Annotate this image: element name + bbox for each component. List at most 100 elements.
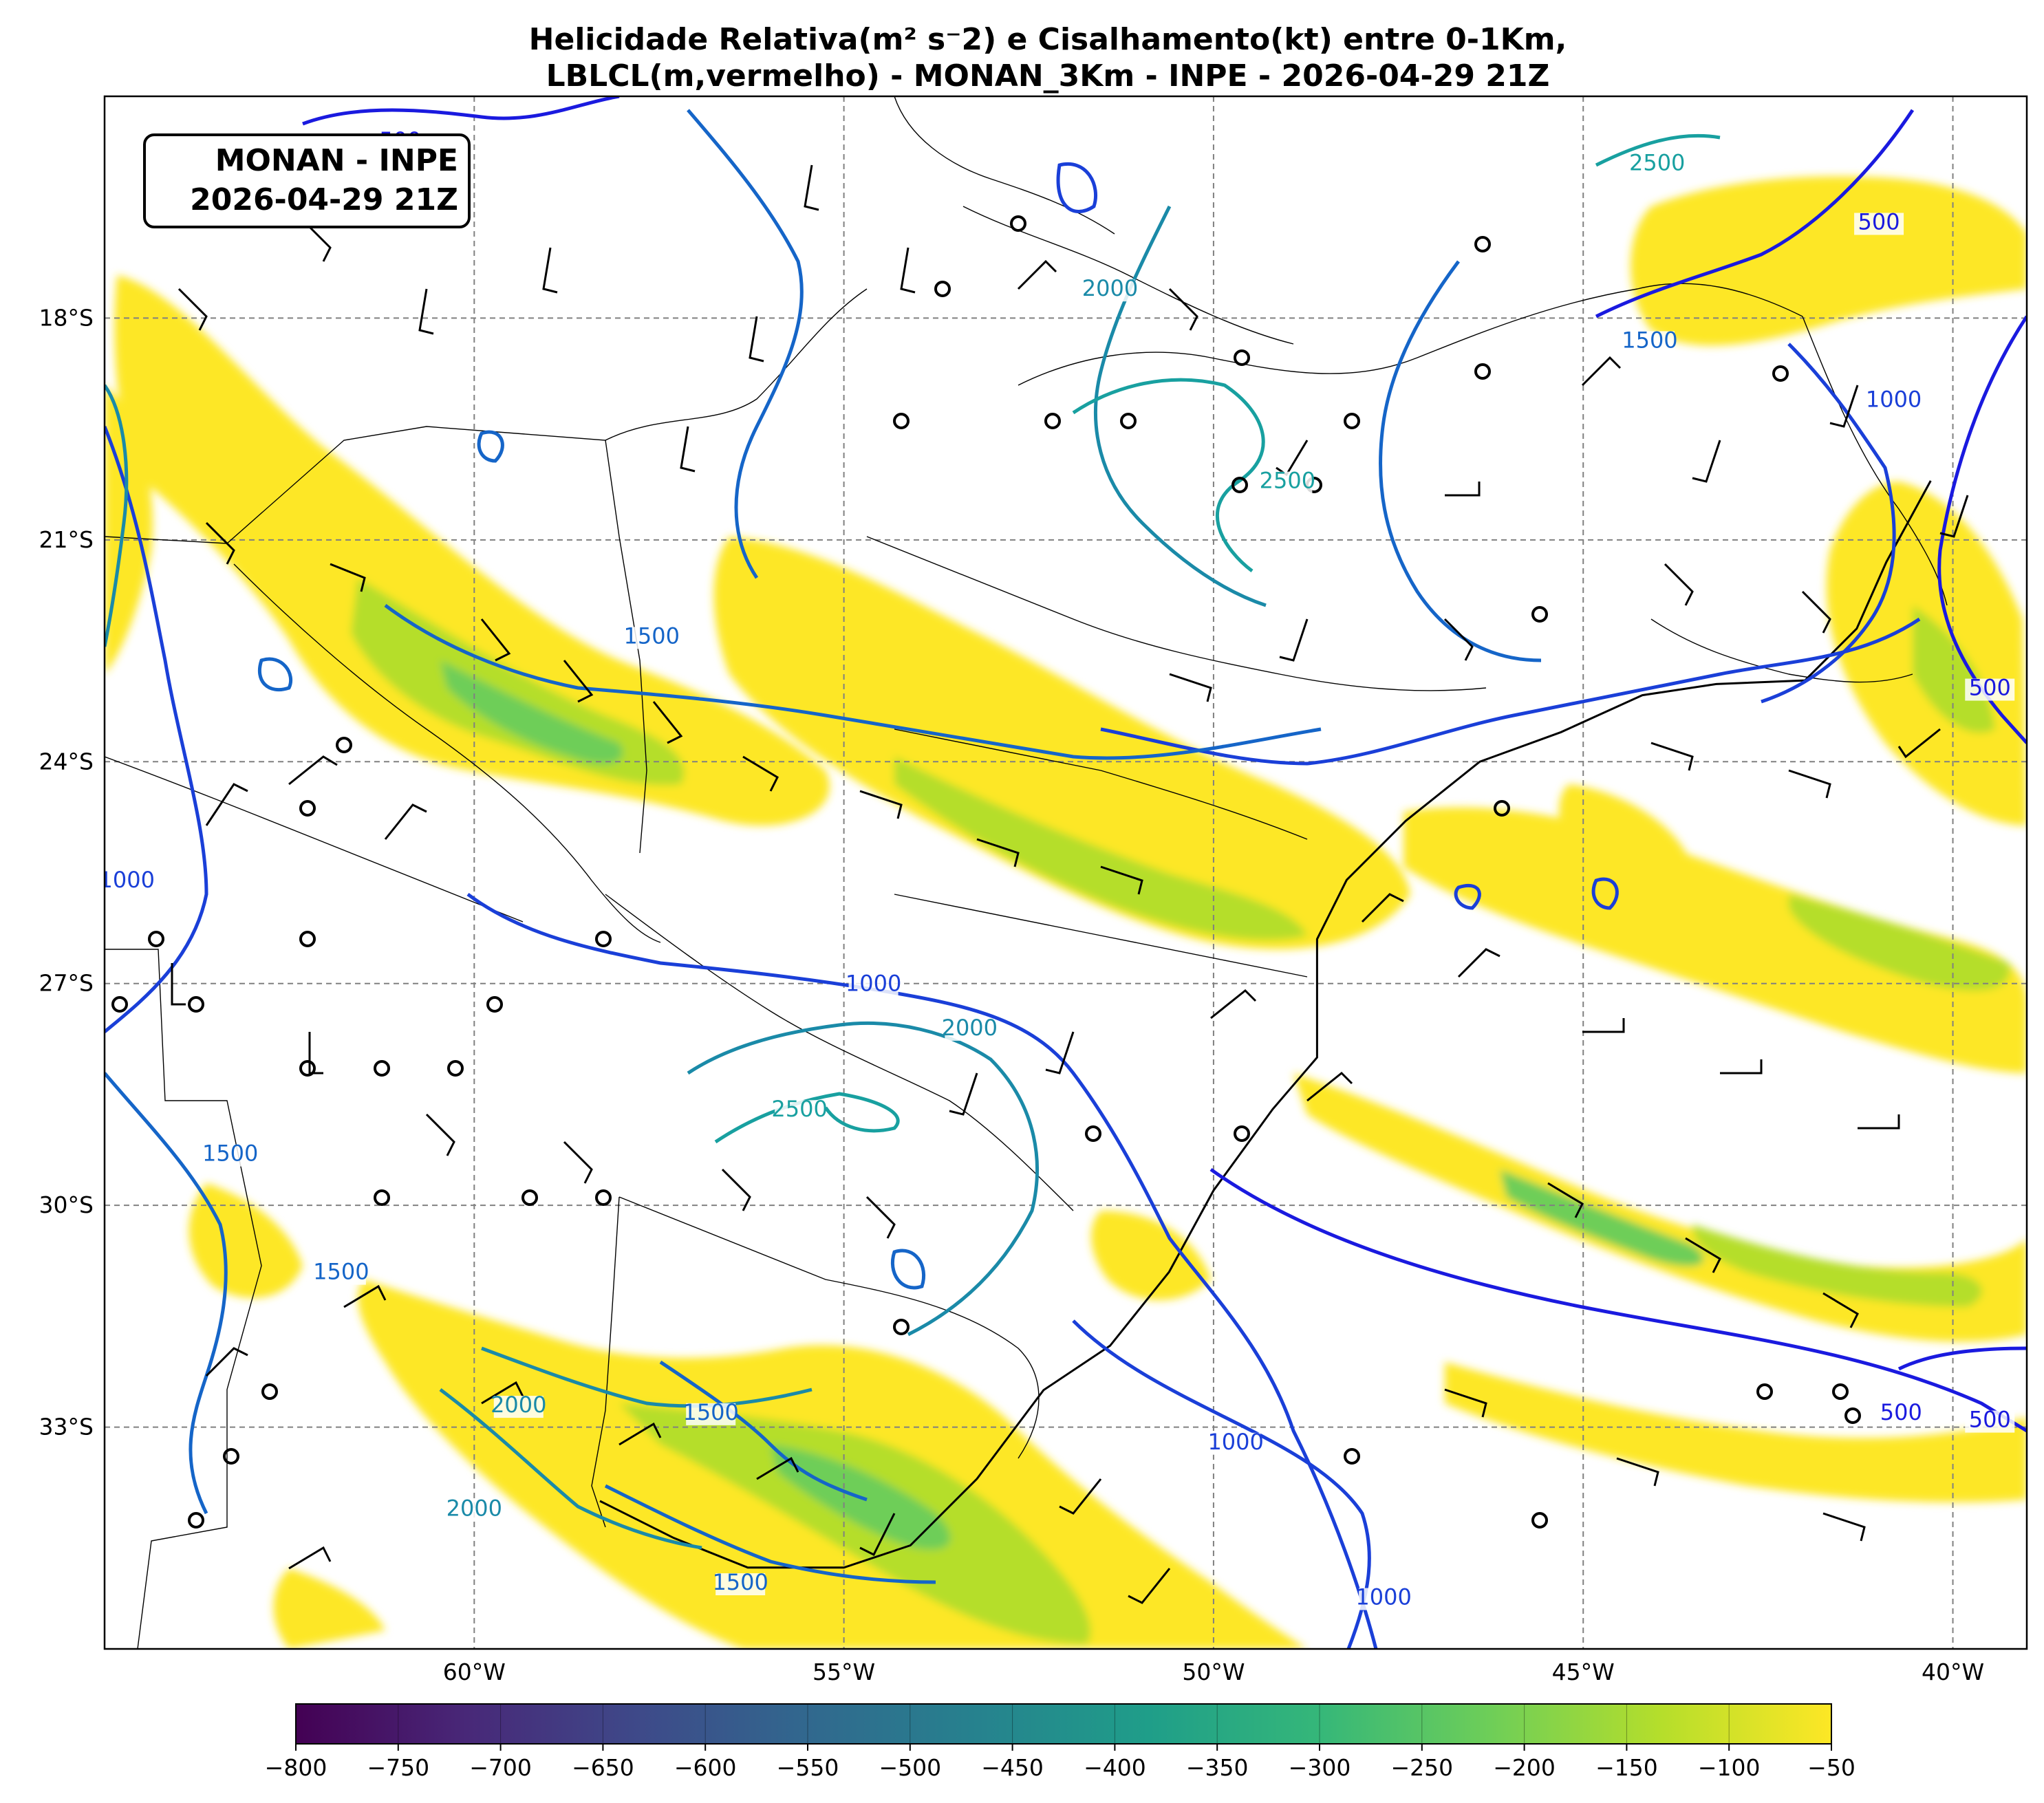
contour-label: 1000 (99, 867, 155, 893)
contour-label: 2500 (1629, 149, 1685, 175)
calm-marker (893, 1319, 910, 1335)
contour-label-bg (316, 1262, 366, 1285)
wind-barb (1017, 259, 1057, 290)
contour-2500-northeast (1595, 133, 1721, 167)
latitude-tick-label: 21°S (39, 526, 94, 553)
wind-barb (1128, 1568, 1171, 1604)
contour-label: 2000 (1082, 275, 1138, 301)
latitude-tick-label: 33°S (39, 1414, 94, 1440)
wind-barb (1664, 563, 1694, 606)
wind-barb (301, 219, 332, 262)
wind-barb (205, 1347, 248, 1377)
wind-barb (205, 783, 248, 826)
helicity-patch-north (1631, 176, 2027, 346)
contour-small-loop-2 (1454, 883, 1481, 910)
helicity-patch-west (189, 1183, 303, 1298)
map-title-line1: Helicidade Relativa(m² s⁻2) e Cisalhamen… (529, 22, 1567, 57)
contour-label: 500 (1969, 675, 2011, 701)
calm-marker (111, 996, 128, 1013)
calm-marker (595, 1189, 612, 1206)
contour-label-bg (1359, 1588, 1409, 1610)
contour-label-bg (1632, 153, 1682, 176)
wind-barb (1616, 1457, 1659, 1487)
contour-500-edge (1897, 1346, 2027, 1371)
calm-marker (1531, 606, 1548, 623)
wind-barb (1720, 1059, 1763, 1075)
contour-label-bg (716, 1573, 766, 1596)
wind-barb (1822, 1512, 1866, 1542)
wind-barb (900, 247, 916, 294)
contour-small-loop-3 (1591, 877, 1619, 910)
contour-2000-central (687, 1021, 1039, 1337)
wind-barb (1210, 989, 1257, 1019)
coastline (599, 480, 1932, 1569)
contour-label-bg (1624, 331, 1675, 354)
contour-label: 2000 (942, 1015, 998, 1041)
wind-barb (205, 521, 235, 565)
contour-label-bg (205, 1144, 255, 1167)
helicity-patch-central-south (1091, 1211, 1211, 1300)
longitude-tick-label: 40°W (1922, 1659, 1984, 1685)
contour-label: 1500 (682, 1399, 738, 1425)
map-title-line2: LBLCL(m,vermelho) - MONAN_3Km - INPE - 2… (546, 58, 1550, 94)
wind-barb (1306, 1071, 1353, 1102)
wind-barb (563, 1141, 593, 1184)
border-argentina-paraguay (233, 563, 661, 943)
map-panel: 5005005005005002500200025001500100015001… (99, 95, 2028, 1650)
longitude-ticks: 60°W 55°W 50°W 45°W 40°W (443, 1659, 1984, 1685)
calm-marker (148, 931, 164, 947)
colorbar-tick-label: −200 (1493, 1754, 1556, 1781)
contour-1500-uy (604, 1484, 936, 1584)
contour-label-bg (775, 1100, 825, 1123)
wind-barb (1169, 673, 1212, 702)
wind-barb (756, 1456, 799, 1480)
wind-barb (680, 426, 696, 473)
helicity-band-sea-east (1445, 1362, 2027, 1502)
colorbar-tick-label: −250 (1390, 1754, 1453, 1781)
wind-barb (1801, 590, 1831, 634)
contour-label: 1500 (313, 1259, 369, 1285)
contour-label-bg (1211, 1432, 1261, 1455)
contour-label-bg (1965, 678, 2015, 701)
wind-barb (749, 316, 764, 363)
longitude-tick-label: 55°W (813, 1659, 875, 1685)
calm-marker (1844, 1407, 1861, 1424)
colorbar-tick-label: −300 (1289, 1754, 1351, 1781)
calm-marker (261, 1383, 278, 1400)
lcl-contours (105, 96, 2027, 1649)
contour-2000-uy (481, 1346, 813, 1408)
contour-label: 1000 (1355, 1584, 1411, 1610)
wind-barb (1650, 742, 1694, 771)
latitude-ticks: 18°S 21°S 24°S 27°S 30°S 33°S (39, 304, 94, 1440)
wind-barb (1443, 618, 1474, 661)
wind-barb (1858, 1114, 1900, 1130)
calm-marker (893, 413, 910, 429)
contour-500-north (302, 96, 620, 126)
calm-marker (1344, 1448, 1360, 1465)
helicity-core-green (440, 660, 623, 764)
run-stamp-line1: MONAN - INPE (215, 143, 458, 178)
calm-marker (223, 1448, 239, 1465)
contour-1500-north (687, 109, 804, 579)
wind-barbs (171, 164, 1969, 1604)
contour-label: 1500 (202, 1141, 258, 1167)
calm-marker (1474, 236, 1491, 252)
contour-label: 500 (1969, 1407, 2011, 1433)
helicity-band-south-atlantic-core (1500, 1169, 1704, 1266)
helicity-band-east (1403, 807, 2027, 1073)
contour-2500-north (1072, 378, 1265, 572)
border-argentina-chile (105, 949, 262, 1649)
helicity-band-south-atlantic-mid (1692, 1224, 1982, 1307)
calm-marker (486, 996, 503, 1013)
contour-1500-west (105, 1072, 228, 1515)
border-state-pr (894, 728, 1308, 840)
contour-label-bg (945, 1018, 995, 1041)
wind-barb (418, 288, 434, 335)
colorbar-tick-label: −50 (1807, 1754, 1855, 1781)
wind-barb (308, 1032, 323, 1075)
wind-barb (425, 1113, 455, 1156)
calm-marker (1234, 349, 1250, 366)
calm-marker (1344, 413, 1360, 429)
wind-barb (1685, 1237, 1721, 1273)
calm-marker (188, 996, 204, 1013)
